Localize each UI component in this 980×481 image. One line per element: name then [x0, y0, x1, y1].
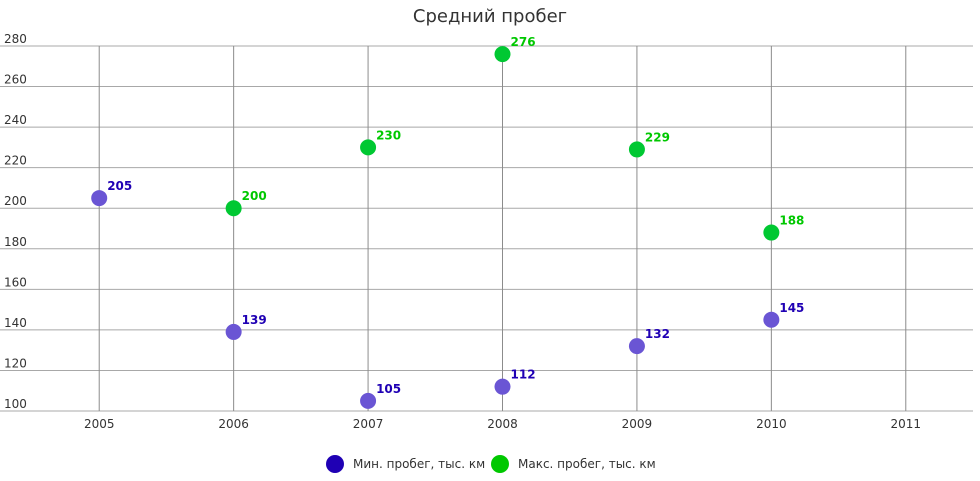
data-label-series-1: 112: [511, 368, 536, 382]
data-label-series-2: 229: [645, 130, 670, 144]
data-label-series-1: 105: [376, 382, 401, 396]
x-tick-label: 2005: [84, 417, 115, 431]
legend-label: Мин. пробег, тыс. км: [353, 457, 485, 471]
data-point-series-1[interactable]: [628, 338, 645, 355]
data-label-series-1: 132: [645, 327, 670, 341]
data-points: [91, 46, 780, 409]
data-point-series-2[interactable]: [360, 139, 377, 156]
y-tick-label: 220: [4, 154, 27, 168]
legend-marker: [491, 455, 509, 473]
legend-item-series-2[interactable]: Макс. пробег, тыс. км: [491, 455, 656, 473]
y-tick-label: 260: [4, 73, 27, 87]
legend[interactable]: Мин. пробег, тыс. км Макс. пробег, тыс. к…: [326, 455, 656, 473]
data-point-series-2[interactable]: [763, 224, 780, 241]
y-tick-label: 240: [4, 113, 27, 127]
legend-label: Макс. пробег, тыс. км: [518, 457, 656, 471]
data-point-series-1[interactable]: [494, 378, 511, 395]
y-axis-ticks: 100 120 140 160 180 200 220 240 260 280: [4, 32, 27, 411]
y-tick-label: 280: [4, 32, 27, 46]
x-tick-label: 2011: [891, 417, 922, 431]
data-label-series-1: 145: [779, 301, 804, 315]
data-point-series-1[interactable]: [763, 311, 780, 328]
y-tick-label: 160: [4, 275, 27, 289]
x-tick-label: 2010: [756, 417, 787, 431]
data-labels: 205 139 105 112 132 145 200 230 276 229 188: [107, 35, 804, 396]
y-tick-label: 200: [4, 194, 27, 208]
y-tick-label: 100: [4, 397, 27, 411]
y-tick-label: 120: [4, 356, 27, 370]
data-label-series-1: 205: [107, 179, 132, 193]
data-label-series-2: 230: [376, 128, 401, 142]
chart-title: Средний пробег: [413, 6, 567, 27]
data-point-series-1[interactable]: [225, 323, 242, 340]
x-gridlines: [98, 46, 907, 411]
data-point-series-2[interactable]: [225, 200, 242, 217]
y-gridlines: [0, 45, 973, 412]
data-label-series-2: 188: [779, 214, 804, 228]
data-point-series-1[interactable]: [360, 392, 377, 409]
legend-marker: [326, 455, 344, 473]
data-label-series-1: 139: [242, 313, 267, 327]
x-tick-label: 2007: [353, 417, 384, 431]
data-label-series-2: 276: [511, 35, 536, 49]
x-tick-label: 2008: [487, 417, 518, 431]
data-point-series-2[interactable]: [494, 46, 511, 63]
y-tick-label: 140: [4, 316, 27, 330]
legend-item-series-1[interactable]: Мин. пробег, тыс. км: [326, 455, 485, 473]
data-point-series-1[interactable]: [91, 190, 108, 207]
data-label-series-2: 200: [242, 189, 267, 203]
x-tick-label: 2006: [218, 417, 249, 431]
data-point-series-2[interactable]: [628, 141, 645, 158]
x-tick-label: 2009: [622, 417, 653, 431]
y-tick-label: 180: [4, 235, 27, 249]
x-axis-ticks: 2005 2006 2007 2008 2009 2010 2011: [84, 417, 921, 431]
